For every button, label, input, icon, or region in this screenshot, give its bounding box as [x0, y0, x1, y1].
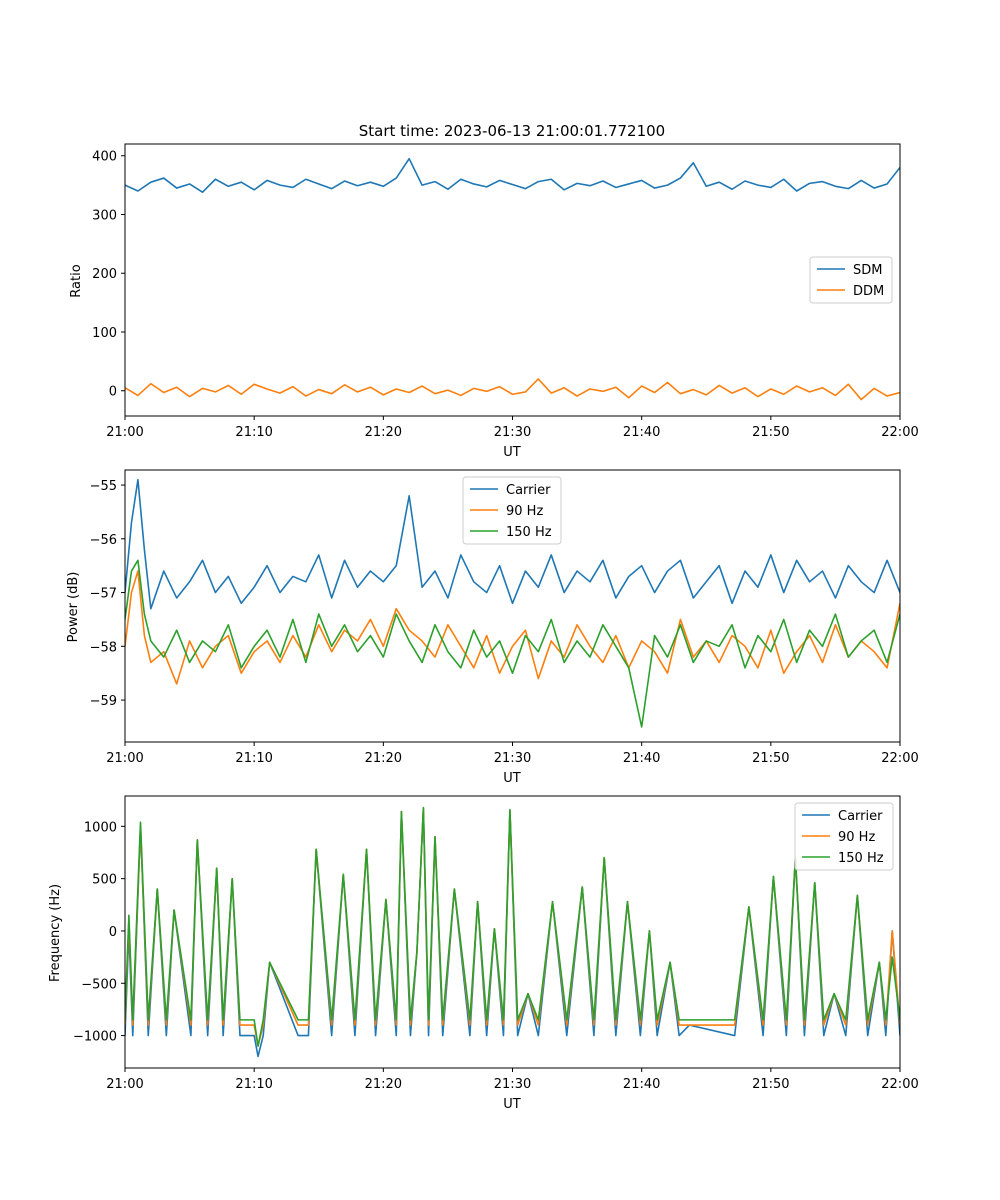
power-legend-box [462, 476, 562, 545]
frequency-x-tick-label: 21:30 [494, 1077, 531, 1092]
power-y-tick-label: −55 [90, 479, 117, 494]
ratio-x-tick-label: 21:00 [106, 425, 143, 440]
power-series-carrier-line [125, 478, 900, 610]
frequency-y-tick-label: 0 [109, 925, 117, 940]
frequency-legend-label-carrier: Carrier [838, 809, 883, 824]
frequency-x-tick-label: 21:00 [106, 1077, 143, 1092]
frequency-x-tick-label: 21:20 [365, 1077, 402, 1092]
power-x-tick-label: 21:00 [106, 751, 143, 766]
ratio-x-tick-label: 21:10 [235, 425, 272, 440]
ratio-y-tick-label: 100 [92, 326, 117, 341]
ratio-x-tick-label: 21:40 [623, 425, 660, 440]
ratio-x-tick-label: 22:00 [881, 425, 918, 440]
ratio-x-tick-label: 21:30 [494, 425, 531, 440]
ratio-x-tick-label: 21:20 [365, 425, 402, 440]
frequency-legend-box [794, 802, 894, 871]
power-x-tick-label: 22:00 [881, 751, 918, 766]
ratio-y-tick-label: 0 [109, 385, 117, 400]
ratio-series-ddm-line [125, 378, 900, 401]
ratio-series-sdm-line [125, 157, 900, 193]
frequency-y-tick-label: 500 [92, 873, 117, 888]
frequency-legend-label-150-hz: 150 Hz [838, 851, 884, 866]
power-legend-label-90-hz: 90 Hz [506, 504, 543, 519]
power-x-tick-label: 21:40 [623, 751, 660, 766]
power-y-tick-label: −59 [90, 694, 117, 709]
ratio-legend: SDM DDM [809, 256, 893, 304]
frequency-y-tick-label: 1000 [84, 820, 117, 835]
power-series-90-hz-line [125, 570, 900, 685]
power-y-tick-label: −56 [90, 533, 117, 548]
power-x-axis-label: UT [503, 771, 521, 786]
frequency-x-tick-label: 21:10 [235, 1077, 272, 1092]
power-y-tick-label: −57 [90, 587, 117, 602]
frequency-y-axis-label: Frequency (Hz) [48, 884, 63, 982]
power-series-150-hz-line [125, 559, 900, 728]
ratio-y-tick-label: 300 [92, 208, 117, 223]
ratio-y-tick-label: 200 [92, 267, 117, 282]
power-x-tick-label: 21:30 [494, 751, 531, 766]
ratio-x-tick-label: 21:50 [752, 425, 789, 440]
ratio-x-axis-label: UT [503, 445, 521, 460]
frequency-x-tick-label: 22:00 [881, 1077, 918, 1092]
frequency-legend: Carrier 90 Hz 150 Hz [794, 802, 894, 871]
power-legend-label-carrier: Carrier [506, 483, 551, 498]
frequency-y-tick-label: −500 [81, 977, 117, 992]
ratio-legend-label-ddm: DDM [853, 284, 884, 299]
frequency-series-150-hz-line [125, 806, 900, 1047]
power-x-tick-label: 21:10 [235, 751, 272, 766]
power-x-tick-label: 21:50 [752, 751, 789, 766]
ratio-panel: Ratio UT 21:00 21:10 21:20 21:30 21:40 21:50 2… [69, 143, 919, 460]
ratio-y-axis-label: Ratio [69, 264, 84, 297]
frequency-legend-label-90-hz: 90 Hz [838, 830, 875, 845]
power-y-tick-label: −58 [90, 640, 117, 655]
power-panel: Power (dB) UT 21:00 21:10 21:20 21:30 21:40 2… [66, 469, 919, 786]
chart-title: Start time: 2023-06-13 21:00:01.772100 [359, 122, 665, 140]
frequency-x-axis-label: UT [503, 1097, 521, 1112]
frequency-axes-frame [124, 795, 901, 1069]
ratio-y-tick-label: 400 [92, 150, 117, 165]
power-legend-label-150-hz: 150 Hz [506, 525, 552, 540]
frequency-y-tick-label: −1000 [73, 1030, 117, 1045]
power-x-tick-label: 21:20 [365, 751, 402, 766]
ratio-legend-label-sdm: SDM [853, 263, 882, 278]
frequency-x-tick-label: 21:50 [752, 1077, 789, 1092]
frequency-panel: Frequency (Hz) UT 21:00 21:10 21:20 21:30 21… [48, 795, 919, 1112]
power-y-axis-label: Power (dB) [66, 572, 81, 643]
frequency-x-tick-label: 21:40 [623, 1077, 660, 1092]
power-legend: Carrier 90 Hz 150 Hz [462, 476, 562, 545]
